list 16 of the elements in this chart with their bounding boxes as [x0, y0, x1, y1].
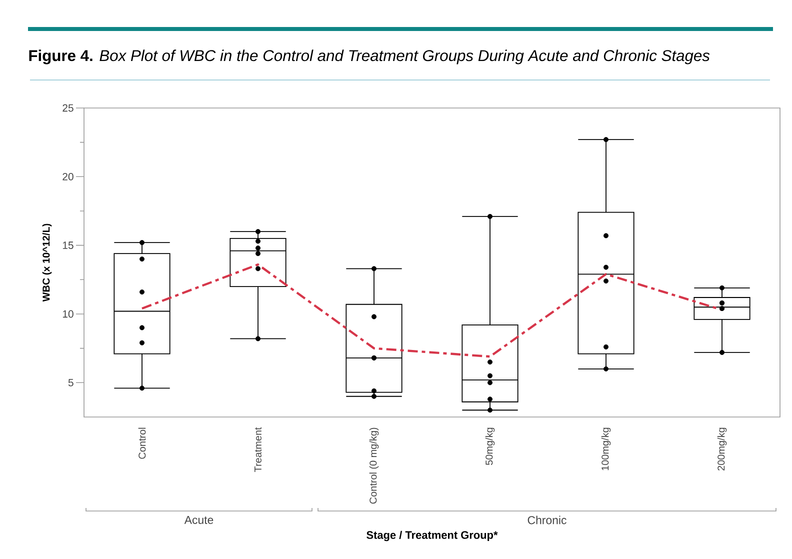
- x-tick-label: Treatment: [254, 427, 262, 472]
- chart-title: Figure 4. Box Plot of WBC in the Control and Treatment Groups During Acute and Chronic Stages: [29, 50, 710, 64]
- y-tick-label: 20: [62, 172, 74, 180]
- text: Chronic: [528, 516, 566, 524]
- text: Acute: [184, 516, 214, 524]
- x-tick-label: 200mg/kg: [717, 428, 727, 470]
- y-tick-label: 15: [62, 242, 74, 249]
- x-tick-label: 50mg/kg: [485, 428, 495, 465]
- y-axis-title: WBC (x 10^12/L): [42, 224, 52, 302]
- x-tick-label: Control (0 mg/kg): [369, 428, 379, 504]
- y-tick-label: 10: [62, 310, 74, 318]
- x-tick-label: Control: [138, 428, 146, 459]
- x-axis-title: Stage / Treatment Group*: [366, 530, 498, 542]
- y-tick-label: 25: [62, 104, 74, 112]
- x-tick-label: 100mg/kg: [601, 428, 611, 470]
- y-tick-label: 5: [68, 379, 74, 386]
